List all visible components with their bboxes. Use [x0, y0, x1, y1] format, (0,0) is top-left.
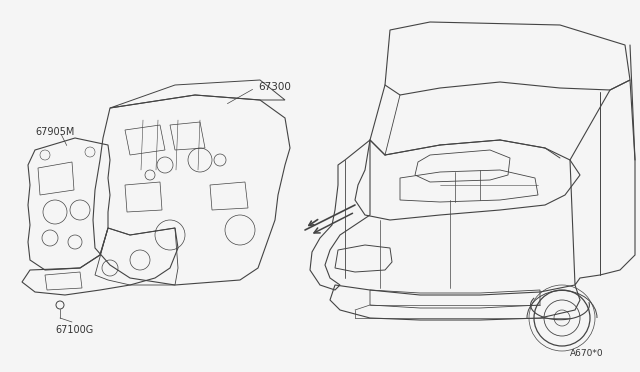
Text: 67905M: 67905M: [35, 127, 74, 137]
Text: 67300: 67300: [258, 82, 291, 92]
Text: 67100G: 67100G: [55, 325, 93, 335]
Text: A670*0: A670*0: [570, 349, 604, 358]
